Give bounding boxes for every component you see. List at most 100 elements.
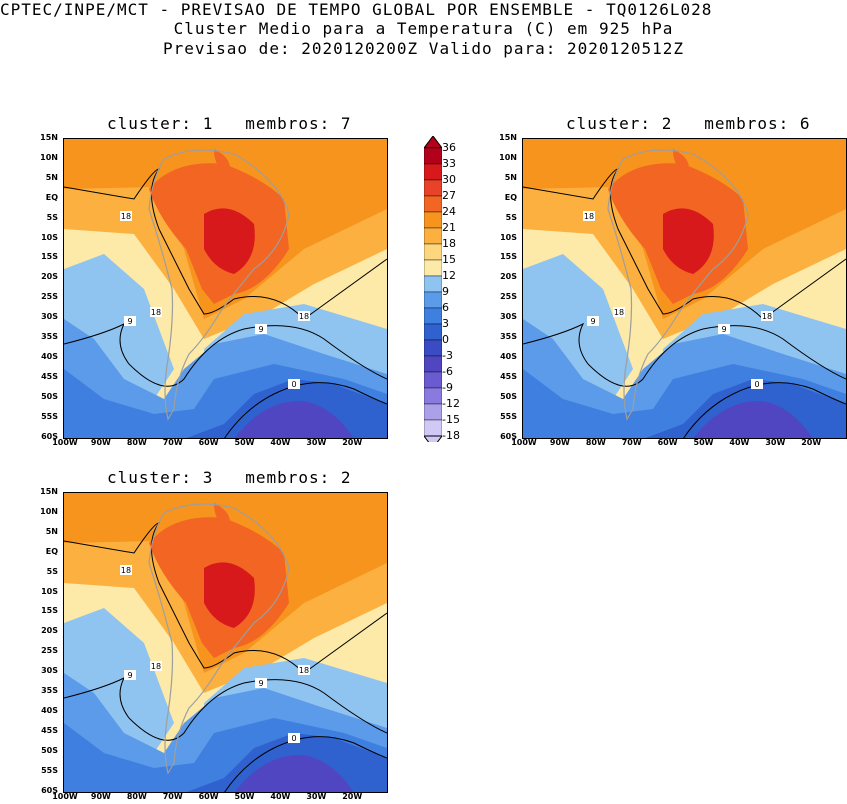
contour-label: 18 [613, 307, 625, 317]
lon-tick-label: 20W [342, 438, 363, 447]
lon-tick-label: 100W [52, 438, 78, 447]
contour-0 [224, 736, 387, 792]
map-panel-2: 18 18 18 9 9 0 [522, 138, 847, 439]
map-panel-1: 18 18 18 9 9 0 [63, 138, 388, 439]
colorbar-swatch [424, 163, 442, 181]
contour-label: 18 [761, 311, 773, 321]
colorbar-swatch [424, 147, 442, 165]
contour-label-text: 18 [151, 308, 161, 317]
lat-tick-label: 20S [41, 272, 58, 282]
lat-tick-label: 45S [500, 371, 517, 381]
panel-2-title: cluster: 2 membros: 6 [566, 114, 811, 133]
lon-tick-label: 70W [162, 792, 183, 801]
contour-label-text: 18 [762, 312, 772, 321]
lon-tick-label: 100W [511, 438, 537, 447]
colorbar-tick-label: 12 [442, 269, 456, 282]
contour-label-text: 0 [291, 734, 296, 743]
lon-tick-label: 50W [234, 792, 255, 801]
colorbar-swatch [424, 259, 442, 277]
lat-tick-label: 60S [41, 431, 58, 441]
lat-tick-label: 60S [500, 431, 517, 441]
contour-9 [64, 676, 387, 741]
contour-label-text: 0 [754, 380, 759, 389]
lon-tick-label: 40W [729, 438, 750, 447]
contour-label: 18 [120, 211, 132, 221]
colorbar-swatch [424, 275, 442, 293]
lat-tick-label: 55S [41, 411, 58, 421]
colorbar-tick-label: 0 [442, 333, 449, 346]
lat-tick-label: 10N [40, 506, 58, 516]
temperature-map-1: 18 18 18 9 9 0 [64, 139, 387, 438]
contour-label: 9 [255, 678, 267, 688]
contour-label-text: 18 [151, 662, 161, 671]
lat-tick-label: 10S [41, 232, 58, 242]
colorbar-tick-label: -6 [442, 365, 453, 378]
colorbar-tick-label: 9 [442, 285, 449, 298]
lon-tick-label: 30W [306, 438, 327, 447]
lon-tick-label: 50W [234, 438, 255, 447]
lon-axis-1: 100W 90W 80W 70W 60W 50W 40W 30W 20W [52, 438, 386, 450]
contour-label: 18 [298, 311, 310, 321]
lat-tick-label: 25S [41, 292, 58, 302]
contour-label: 0 [751, 379, 763, 389]
colorbar-swatch [424, 195, 442, 213]
lat-tick-label: 40S [41, 351, 58, 361]
lon-tick-label: 80W [585, 438, 606, 447]
colorbar-tick-label: 30 [442, 173, 456, 186]
lon-tick-label: 30W [765, 438, 786, 447]
lat-tick-label: 55S [41, 765, 58, 775]
colorbar-tick-label: -9 [442, 381, 453, 394]
lat-tick-label: 5N [45, 172, 58, 182]
contour-label: 0 [288, 379, 300, 389]
colorbar-tick-label: 6 [442, 301, 449, 314]
lat-tick-label: 40S [500, 351, 517, 361]
lat-tick-label: EQ [45, 192, 58, 202]
lat-tick-label: 5S [46, 566, 58, 576]
south-america-coastline [148, 503, 290, 775]
colorbar-tick-label: 15 [442, 253, 456, 266]
contour-label-text: 9 [127, 671, 132, 680]
lat-tick-label: EQ [504, 192, 517, 202]
lat-axis-3: 15N 10N 5N EQ 5S 10S 15S 20S 25S 30S 35S 40S 45S 50S 5… [0, 487, 60, 795]
temp-band-purple [234, 754, 354, 792]
lon-tick-label: 90W [549, 438, 570, 447]
header-title-line1: CPTEC/INPE/MCT - PREVISAO DE TEMPO GLOBA… [0, 0, 713, 19]
lat-tick-label: 15S [500, 252, 517, 262]
contour-label-text: 18 [299, 312, 309, 321]
colorbar-swatch [424, 323, 442, 341]
lat-tick-label: 5N [504, 172, 517, 182]
contour-label: 18 [150, 307, 162, 317]
contour-label-text: 9 [127, 317, 132, 326]
lat-tick-label: 25S [41, 646, 58, 656]
contour-label-text: 18 [299, 666, 309, 675]
contour-18 [523, 168, 846, 320]
lat-tick-label: 50S [41, 745, 58, 755]
lon-tick-label: 60W [198, 438, 219, 447]
contour-label-text: 18 [584, 212, 594, 221]
lat-tick-label: 25S [500, 292, 517, 302]
colorbar-upper-arrow [424, 136, 442, 149]
map-panel-3: 18 18 18 9 9 0 [63, 492, 388, 793]
lat-axis-1: 15N 10N 5N EQ 5S 10S 15S 20S 25S 30S 35S 40S 45S 50S 5… [0, 133, 60, 441]
contour-label: 0 [288, 733, 300, 743]
lat-tick-label: 10N [499, 152, 517, 162]
colorbar-tick-label: 33 [442, 157, 456, 170]
lat-tick-label: 10N [40, 152, 58, 162]
contour-18 [64, 522, 387, 674]
south-america-coastline [148, 149, 290, 421]
colorbar-swatch [424, 387, 442, 405]
colorbar-swatch [424, 211, 442, 229]
colorbar-tick-label: 24 [442, 205, 456, 218]
lat-tick-label: 20S [500, 272, 517, 282]
colorbar-tick-label: -12 [442, 397, 460, 410]
lat-tick-label: 20S [41, 626, 58, 636]
colorbar-swatch [424, 243, 442, 261]
lon-tick-label: 90W [90, 438, 111, 447]
lon-tick-label: 30W [306, 792, 327, 801]
lon-tick-label: 90W [90, 792, 111, 801]
lon-tick-label: 20W [342, 792, 363, 801]
lat-tick-label: 15N [499, 133, 517, 142]
contour-label: 9 [718, 324, 730, 334]
lon-axis-2: 100W 90W 80W 70W 60W 50W 40W 30W 20W [511, 438, 845, 450]
lat-tick-label: EQ [45, 546, 58, 556]
